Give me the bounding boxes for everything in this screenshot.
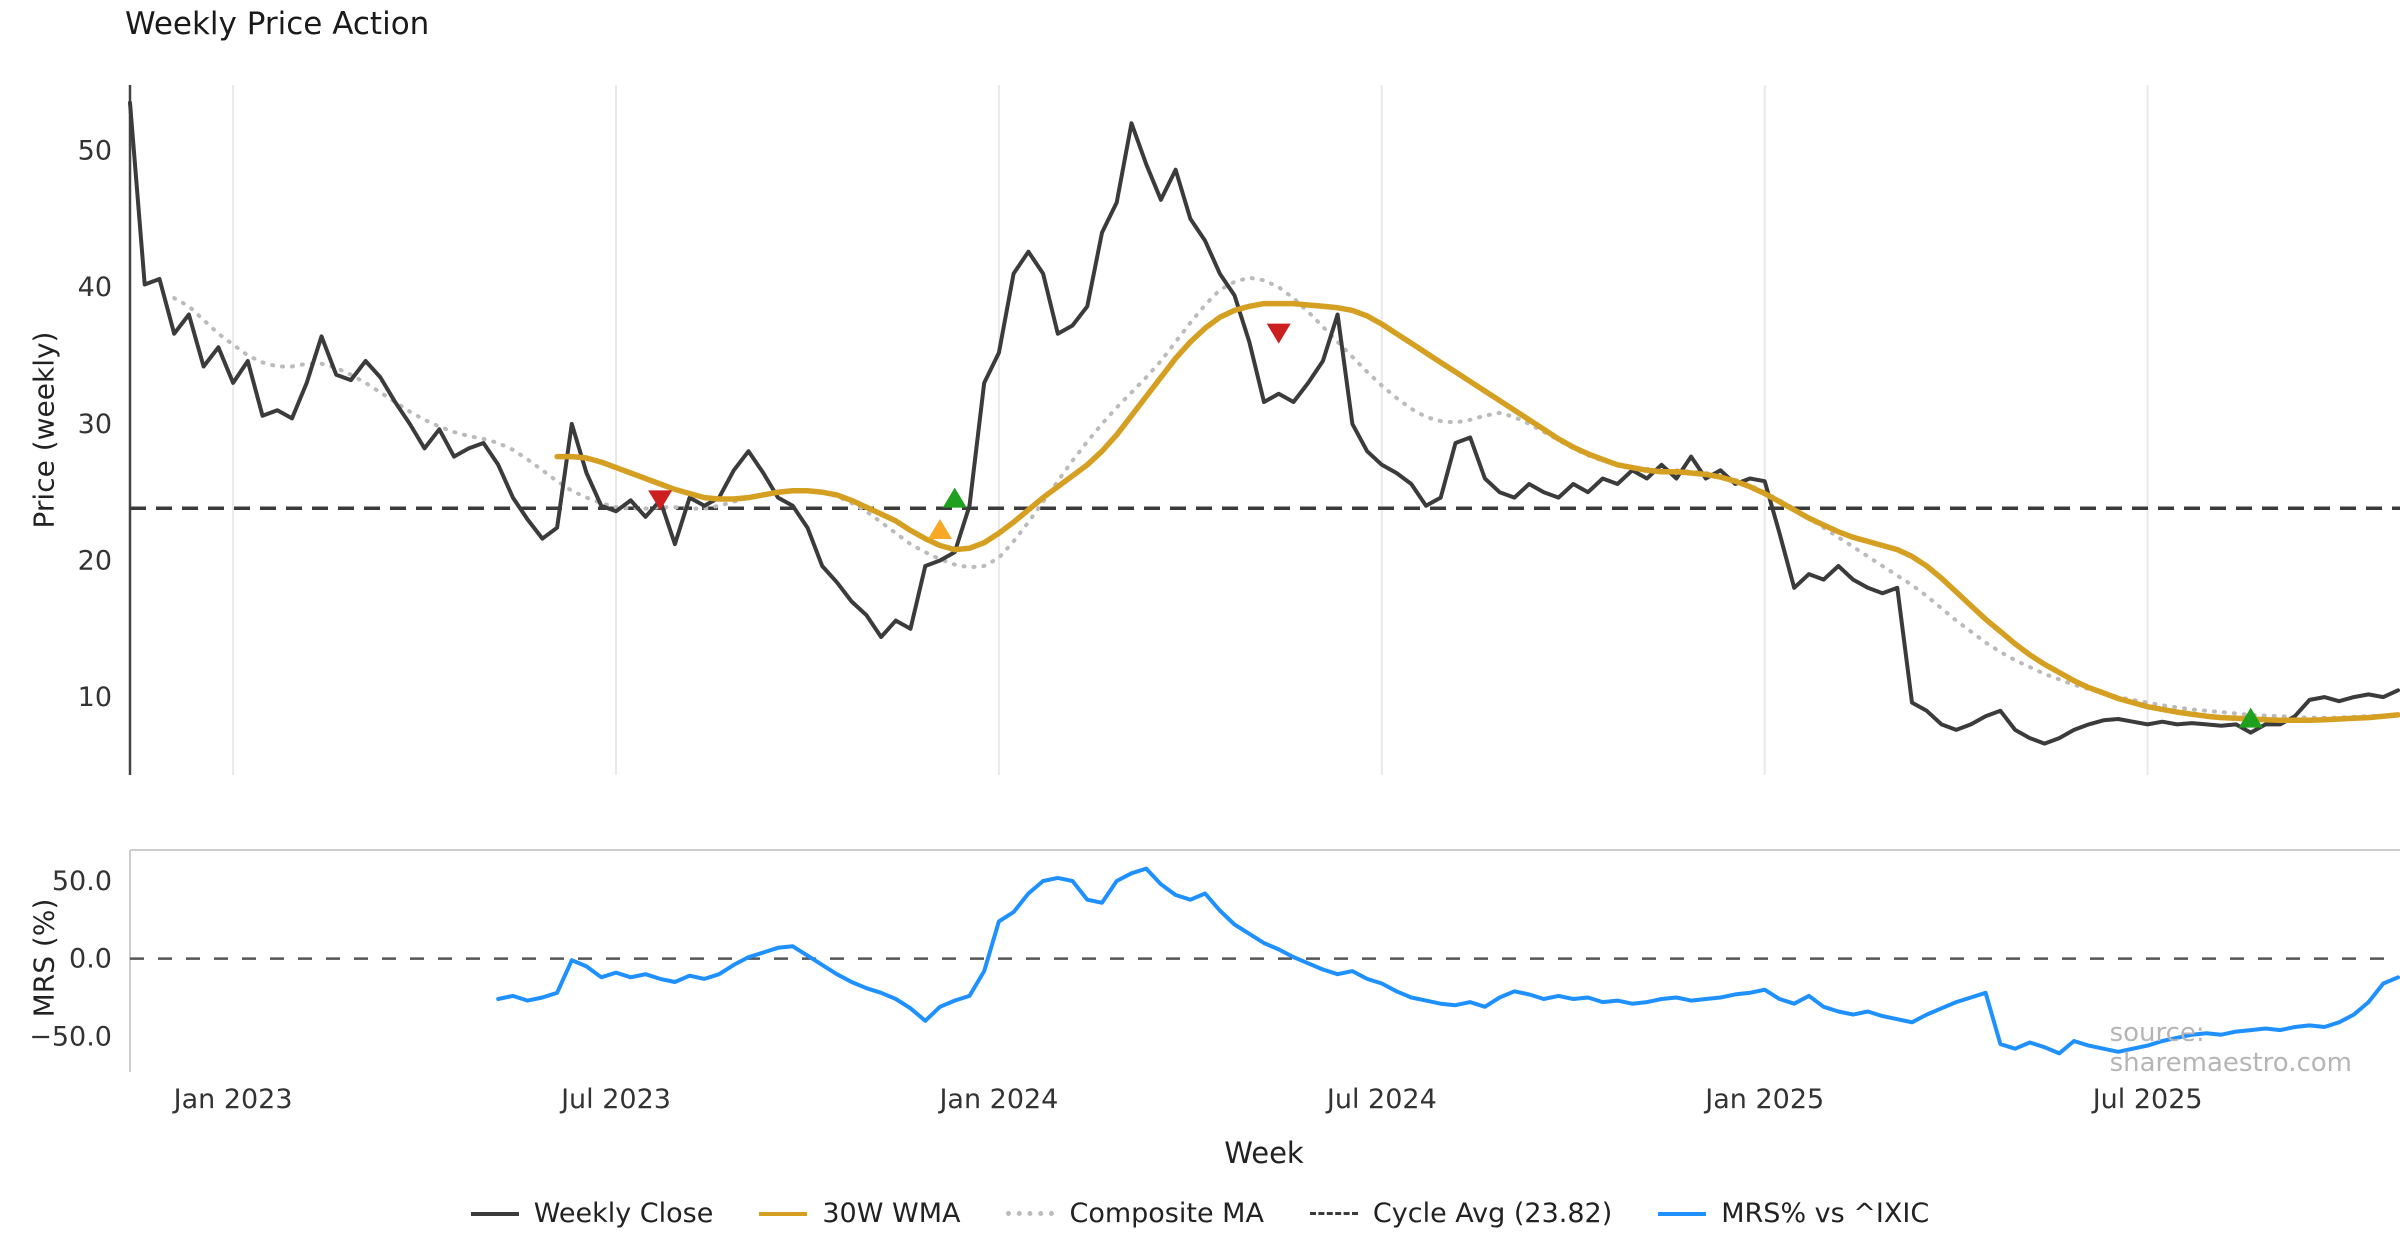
buy-alt-marker — [928, 519, 952, 540]
legend-swatch-solid — [470, 1211, 519, 1216]
x-tick-label: Jul 2025 — [2091, 1084, 2203, 1115]
x-axis-label: Week — [1224, 1136, 1304, 1170]
sell-marker — [1266, 323, 1291, 344]
x-tick-label: Jan 2025 — [1703, 1084, 1824, 1115]
mrs-tick-label: 50.0 — [52, 866, 112, 897]
legend-item: Composite MA — [1006, 1198, 1264, 1229]
legend-swatch-dotted — [1006, 1211, 1055, 1216]
price-tick-label: 40 — [78, 272, 112, 303]
buy-marker — [2238, 707, 2263, 728]
legend-swatch-solid — [759, 1211, 808, 1216]
price-tick-label: 10 — [78, 682, 112, 713]
legend-swatch-solid — [1658, 1211, 1707, 1216]
mrs-tick-label: −50.0 — [29, 1021, 112, 1052]
x-tick-label: Jan 2024 — [937, 1084, 1058, 1115]
page-title: Weekly Price Action — [125, 6, 430, 42]
series-wma30 — [554, 300, 2400, 724]
buy-marker — [942, 487, 967, 508]
x-tick-label: Jul 2023 — [559, 1084, 671, 1115]
price-axis-label: Price (weekly) — [27, 331, 61, 529]
legend-item: Cycle Avg (23.82) — [1309, 1198, 1613, 1229]
legend-item: 30W WMA — [759, 1198, 960, 1229]
x-tick-label: Jan 2023 — [172, 1084, 293, 1115]
legend-label: MRS% vs ^IXIC — [1721, 1198, 1930, 1229]
legend-label: Cycle Avg (23.82) — [1372, 1198, 1613, 1229]
series-mrs — [496, 866, 2400, 1056]
legend-item: MRS% vs ^IXIC — [1658, 1198, 1929, 1229]
legend-label: 30W WMA — [822, 1198, 961, 1229]
price-tick-label: 50 — [78, 136, 112, 167]
legend: Weekly Close 30W WMA Composite MA Cycle Avg… — [0, 1198, 2400, 1229]
price-tick-label: 30 — [78, 409, 112, 440]
mrs-tick-label: 0.0 — [69, 944, 112, 975]
sell-marker — [648, 490, 673, 511]
price-tick-label: 20 — [78, 545, 112, 576]
series-weekly_close — [128, 100, 2400, 746]
legend-swatch-dashed — [1309, 1212, 1358, 1215]
legend-label: Weekly Close — [533, 1198, 714, 1229]
series-composite — [172, 275, 2400, 720]
watermark: source: sharemaestro.com — [2109, 1018, 2353, 1078]
mrs-axis-label: MRS (%) — [27, 898, 61, 1018]
legend-label: Composite MA — [1069, 1198, 1264, 1229]
legend-item: Weekly Close — [470, 1198, 714, 1229]
x-tick-label: Jul 2024 — [1325, 1084, 1437, 1115]
